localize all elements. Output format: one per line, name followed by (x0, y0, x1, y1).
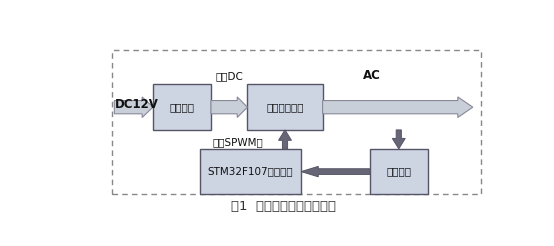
Text: 反馈电路: 反馈电路 (386, 167, 411, 177)
Bar (248, 84, 322, 130)
Text: STM32F107微控制器: STM32F107微控制器 (208, 167, 294, 177)
Text: AC: AC (363, 69, 381, 82)
Polygon shape (114, 97, 153, 117)
Polygon shape (279, 130, 291, 149)
Text: DC12V: DC12V (115, 98, 159, 111)
Text: 互补SPWM波: 互补SPWM波 (212, 137, 263, 147)
Polygon shape (322, 97, 473, 117)
Bar (153, 84, 211, 130)
Text: 升压电路: 升压电路 (170, 102, 194, 112)
Text: 逆变器主电路: 逆变器主电路 (266, 102, 304, 112)
Text: 高压DC: 高压DC (215, 71, 243, 81)
Polygon shape (392, 130, 405, 149)
Bar (112, 50, 481, 194)
Polygon shape (301, 166, 370, 177)
Bar (200, 149, 301, 194)
Text: 图1  逆变器系统的原理框图: 图1 逆变器系统的原理框图 (232, 200, 336, 213)
Bar (370, 149, 428, 194)
Polygon shape (211, 97, 248, 117)
